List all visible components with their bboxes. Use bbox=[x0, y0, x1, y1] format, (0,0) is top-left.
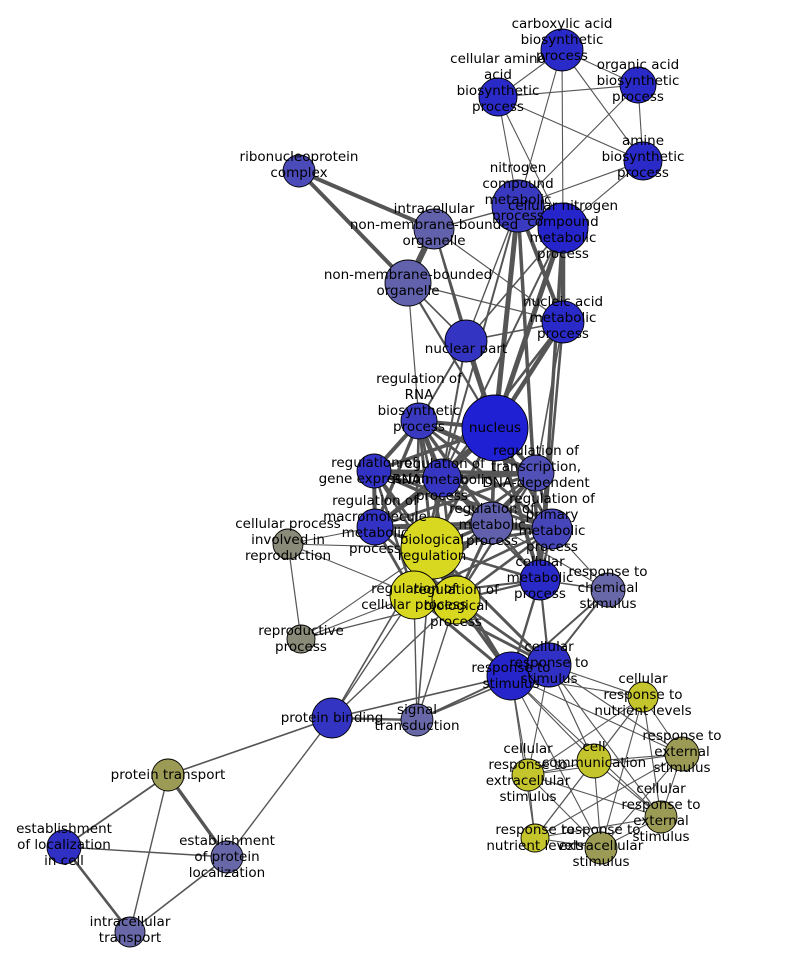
graph-node[interactable] bbox=[619, 66, 657, 104]
graph-node[interactable] bbox=[664, 736, 700, 772]
graph-edge bbox=[497, 96, 644, 162]
graph-node[interactable] bbox=[531, 508, 573, 550]
graph-edge bbox=[491, 522, 609, 591]
graph-edge bbox=[561, 49, 564, 229]
graph-node[interactable] bbox=[282, 154, 316, 188]
graph-node[interactable] bbox=[623, 141, 663, 181]
graph-node[interactable] bbox=[151, 758, 185, 792]
graph-node[interactable] bbox=[470, 501, 514, 545]
graph-edge bbox=[510, 675, 536, 839]
graph-edge bbox=[492, 203, 521, 431]
graph-node[interactable] bbox=[526, 642, 572, 688]
graph-node[interactable] bbox=[444, 319, 488, 363]
graph-node[interactable] bbox=[356, 508, 394, 546]
graph-node[interactable] bbox=[590, 572, 626, 608]
graph-edge bbox=[331, 594, 415, 719]
graph-edge bbox=[129, 774, 169, 933]
graph-edge bbox=[510, 675, 602, 849]
graph-edge bbox=[548, 664, 683, 755]
graph-node[interactable] bbox=[644, 800, 678, 834]
graph-node[interactable] bbox=[422, 458, 462, 498]
graph-node[interactable] bbox=[272, 528, 304, 560]
graph-edge bbox=[561, 49, 644, 162]
graph-edge bbox=[642, 696, 662, 818]
graph-edge bbox=[517, 49, 563, 207]
graph-edge bbox=[62, 845, 132, 934]
graph-edge bbox=[407, 282, 564, 323]
graph-node[interactable] bbox=[511, 758, 545, 792]
graph-edge bbox=[534, 753, 683, 839]
edges-layer bbox=[62, 49, 683, 934]
graph-node[interactable] bbox=[311, 697, 353, 739]
graph-edge bbox=[517, 84, 639, 207]
graph-node[interactable] bbox=[491, 179, 545, 233]
graph-edge bbox=[527, 696, 644, 776]
graph-edge bbox=[331, 675, 512, 719]
graph-edge bbox=[331, 599, 457, 719]
graph-node[interactable] bbox=[286, 624, 316, 654]
graph-edge bbox=[441, 227, 564, 479]
graph-node[interactable] bbox=[541, 300, 585, 344]
graph-edge bbox=[372, 469, 554, 531]
nodes-layer bbox=[46, 28, 700, 948]
graph-node[interactable] bbox=[114, 916, 146, 948]
graph-node[interactable] bbox=[478, 77, 518, 117]
graph-node[interactable] bbox=[627, 681, 659, 713]
graph-node[interactable] bbox=[356, 453, 392, 489]
graph-edge bbox=[63, 846, 228, 858]
graph-node[interactable] bbox=[400, 703, 434, 737]
graph-node[interactable] bbox=[537, 202, 589, 254]
graph-edge bbox=[63, 774, 169, 848]
graph-node[interactable] bbox=[413, 208, 455, 250]
graph-node[interactable] bbox=[584, 831, 618, 865]
graph-edge bbox=[226, 717, 333, 858]
graph-edge bbox=[600, 753, 683, 849]
graph-edge bbox=[167, 717, 333, 776]
graph-node[interactable] bbox=[517, 454, 555, 492]
graph-edge bbox=[166, 773, 229, 859]
graph-edge bbox=[600, 696, 644, 849]
graph-edge bbox=[297, 169, 410, 285]
graph-edge bbox=[297, 169, 436, 231]
graph-edge bbox=[129, 856, 228, 933]
graph-node[interactable] bbox=[400, 402, 438, 440]
graph-edge bbox=[548, 664, 662, 818]
graph-edge bbox=[510, 675, 683, 755]
graph-edge bbox=[527, 774, 662, 818]
graph-node[interactable] bbox=[540, 28, 584, 72]
graph-node[interactable] bbox=[389, 570, 439, 620]
graph-node[interactable] bbox=[46, 829, 82, 865]
graph-node[interactable] bbox=[520, 823, 550, 853]
graph-node[interactable] bbox=[384, 259, 432, 307]
graph-edge bbox=[373, 471, 538, 529]
graph-edge bbox=[534, 816, 662, 839]
graph-node[interactable] bbox=[461, 394, 529, 462]
graph-node[interactable] bbox=[210, 840, 244, 874]
graph-edge bbox=[372, 469, 494, 525]
graph-edge bbox=[441, 340, 467, 479]
graph-edge bbox=[373, 525, 554, 531]
graph-edge bbox=[535, 321, 564, 474]
graph-edge bbox=[527, 774, 602, 849]
graph-node[interactable] bbox=[400, 516, 464, 580]
graph-node[interactable] bbox=[576, 743, 612, 779]
graph-edge bbox=[433, 228, 564, 323]
graph-edge bbox=[497, 84, 639, 98]
graph-node[interactable] bbox=[431, 575, 481, 625]
graph-edge bbox=[287, 543, 302, 640]
graph-node[interactable] bbox=[519, 559, 561, 601]
